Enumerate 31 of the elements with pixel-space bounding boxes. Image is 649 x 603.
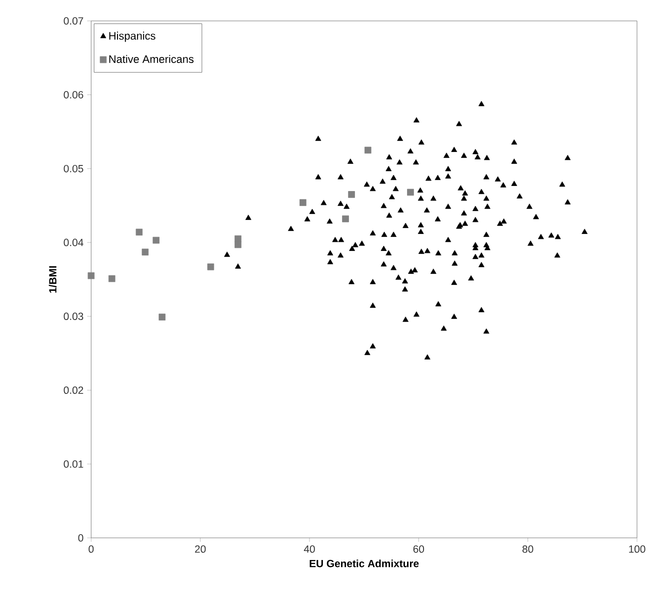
y-tick-label: 0.02	[64, 386, 84, 394]
point	[207, 264, 214, 270]
point	[158, 314, 166, 321]
x-tick-label: 100	[629, 546, 646, 553]
point	[300, 199, 306, 206]
x-tick-label: 40	[304, 546, 315, 553]
point	[142, 248, 149, 256]
y-tick-label: 0	[78, 534, 84, 542]
point	[407, 189, 414, 196]
x-axis-title: EU Genetic Admixture	[310, 560, 419, 568]
point	[342, 216, 349, 222]
y-tick-label: 0.06	[64, 91, 84, 99]
y-tick-label: 0.07	[64, 17, 84, 25]
point	[234, 241, 242, 248]
point	[152, 237, 160, 244]
point	[108, 275, 116, 282]
y-tick-label: 0.04	[64, 238, 84, 246]
legend-label: Native Americans	[109, 55, 194, 64]
y-tick-label: 0.05	[64, 165, 84, 173]
point	[364, 146, 372, 154]
x-tick-label: 60	[413, 546, 424, 553]
y-tick-label: 0.01	[64, 460, 84, 468]
x-tick-label: 80	[522, 546, 534, 553]
legend-label: Hispanics	[109, 32, 156, 42]
y-tick-label: 0.03	[64, 312, 84, 320]
x-tick-label: 0	[88, 546, 94, 553]
x-tick-label: 20	[195, 546, 206, 553]
point	[136, 228, 143, 236]
y-axis-title: 1/BMI	[48, 266, 57, 293]
point	[348, 191, 355, 198]
point	[88, 272, 95, 280]
